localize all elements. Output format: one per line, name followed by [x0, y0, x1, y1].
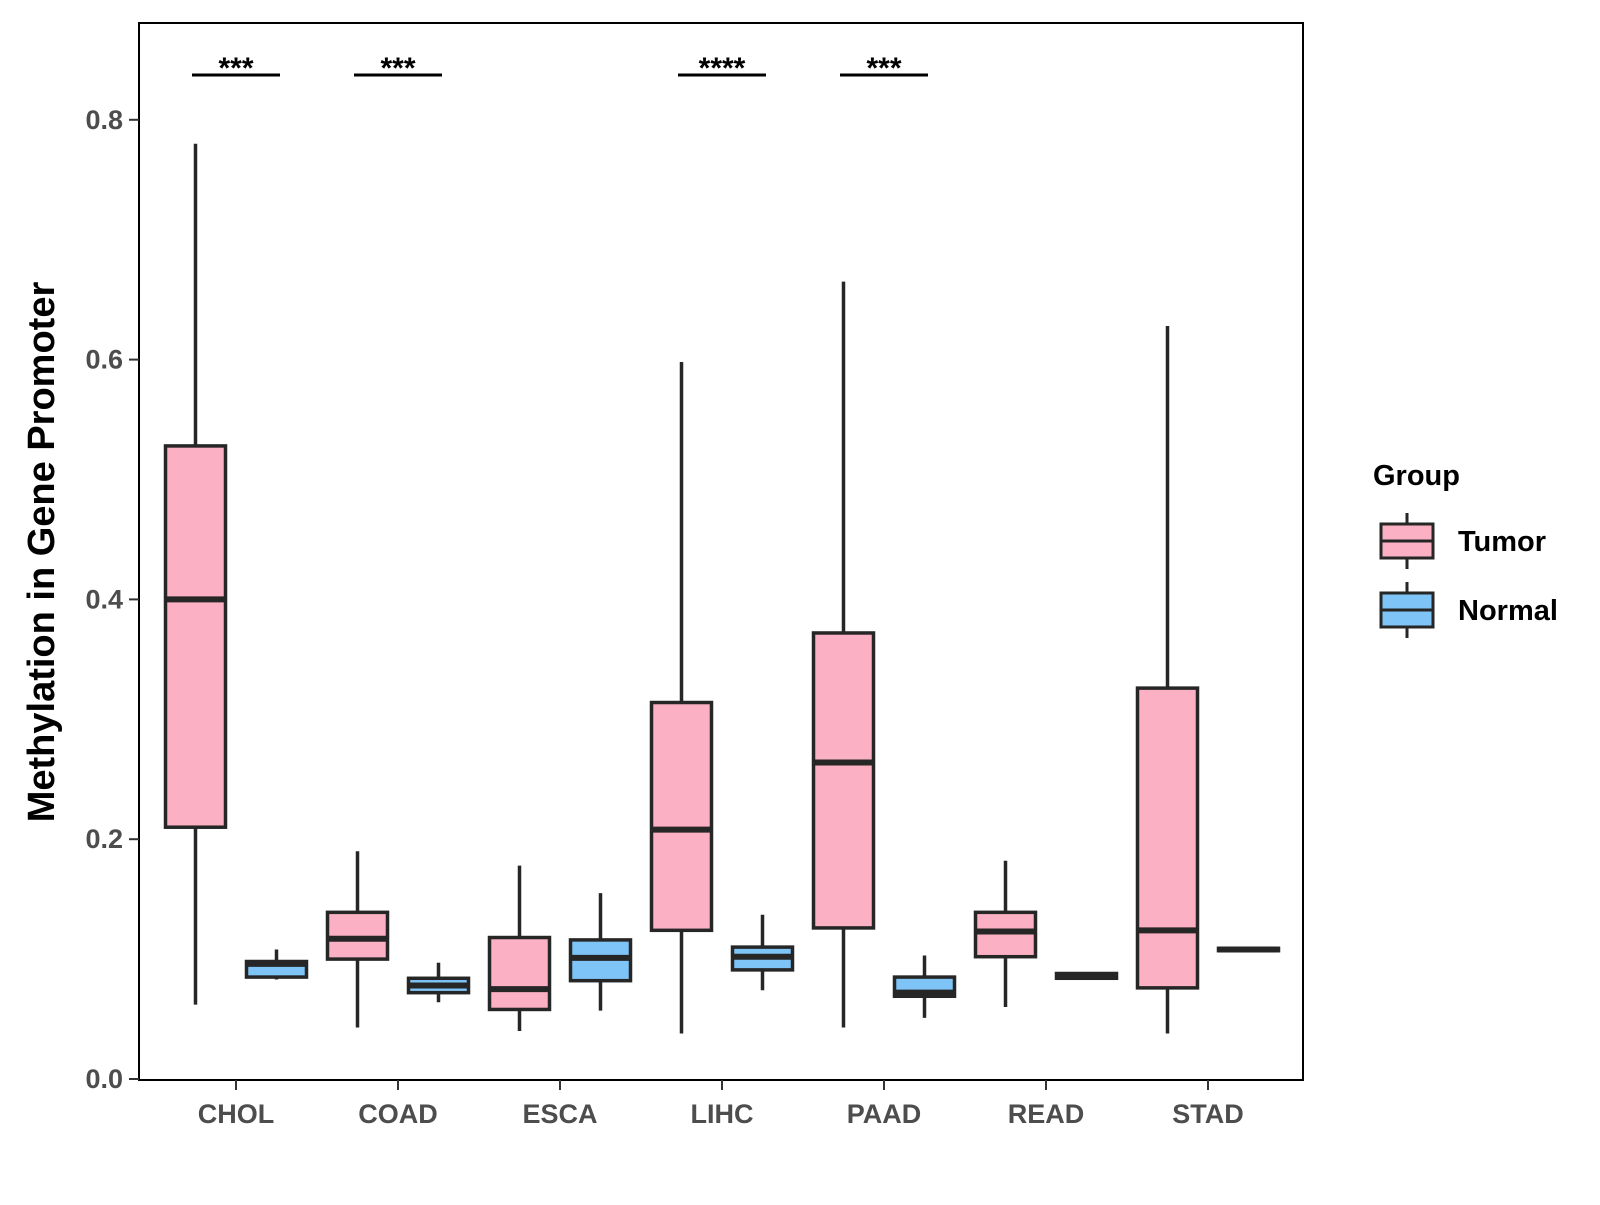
x-tick-label: STAD	[1172, 1099, 1244, 1129]
box-tumor-read	[973, 860, 1038, 1008]
box-tumor-paad	[811, 281, 876, 1028]
y-tick-label: 0.8	[85, 105, 123, 135]
y-tick-label: 0.2	[85, 824, 123, 854]
box-normal-read	[1054, 971, 1119, 981]
x-axis: CHOL COAD ESCA LIHC PAAD READ STAD	[198, 1080, 1244, 1129]
y-tick-label: 0.0	[85, 1064, 123, 1094]
box-tumor-coad	[325, 851, 390, 1028]
box-normal-lihc	[730, 914, 795, 991]
box-layer	[163, 143, 1281, 1034]
box-body	[811, 631, 876, 930]
box-tumor-stad	[1135, 326, 1200, 1034]
y-tick-label: 0.4	[85, 584, 123, 614]
box-body	[487, 935, 552, 1012]
box-tumor-esca	[487, 865, 552, 1032]
significance-layer: *** *** **** ***	[192, 52, 928, 85]
legend-title: Group	[1373, 460, 1460, 492]
x-tick-label: ESCA	[522, 1099, 597, 1129]
box-normal-paad	[892, 955, 957, 1018]
x-tick-label: LIHC	[691, 1099, 754, 1129]
legend: Group Tumor Normal	[1373, 460, 1558, 638]
box-normal-stad	[1216, 946, 1281, 953]
plot-panel	[138, 22, 1304, 1081]
legend-item-tumor: Tumor	[1379, 513, 1546, 569]
box-normal-coad	[406, 962, 471, 1003]
y-tick-label: 0.6	[85, 345, 123, 375]
x-tick-label: COAD	[358, 1099, 438, 1129]
legend-label: Tumor	[1458, 526, 1546, 558]
box-normal-chol	[244, 949, 309, 980]
significance-label: ***	[866, 52, 901, 85]
x-tick-label: PAAD	[847, 1099, 922, 1129]
box-tumor-lihc	[649, 361, 714, 1034]
box-tumor-chol	[163, 143, 228, 1005]
significance-label: ***	[218, 52, 253, 85]
box-body	[649, 700, 714, 933]
y-axis-title: Methylation in Gene Promoter	[21, 282, 63, 823]
box-body	[163, 444, 228, 829]
box-normal-esca	[568, 893, 633, 1011]
y-axis: 0.0 0.2 0.4 0.6 0.8	[85, 105, 139, 1094]
x-tick-label: CHOL	[198, 1099, 275, 1129]
box-body	[1135, 686, 1200, 990]
significance-label: ****	[699, 52, 746, 85]
significance-label: ***	[380, 52, 415, 85]
legend-label: Normal	[1458, 595, 1558, 627]
legend-item-normal: Normal	[1379, 582, 1558, 638]
x-tick-label: READ	[1008, 1099, 1085, 1129]
